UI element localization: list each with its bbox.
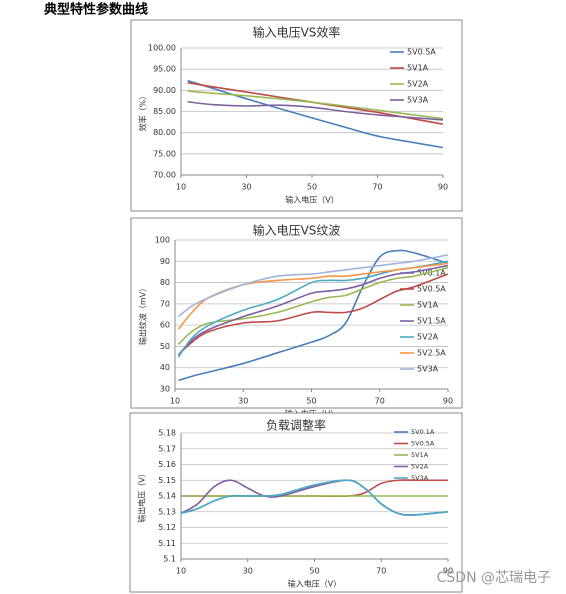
x-tick-label: 70 <box>376 567 386 576</box>
legend-label: 5V2.5A <box>417 349 446 358</box>
y-tick-label: 70 <box>160 299 170 308</box>
legend-label: 5V3A <box>407 96 429 105</box>
series-line <box>177 273 449 356</box>
y-tick-label: 90.00 <box>153 86 176 95</box>
x-tick-label: 90 <box>438 183 448 192</box>
x-tick-label: 50 <box>306 397 316 406</box>
y-tick-label: 70.00 <box>153 171 176 180</box>
legend-label: 5V1A <box>407 64 429 73</box>
legend-label: 5V0.1A <box>411 428 435 436</box>
y-tick-label: 5.1 <box>163 555 176 564</box>
legend-label: 5V3A <box>417 365 439 374</box>
legend-label: 5V1A <box>417 301 439 310</box>
y-tick-label: 90 <box>160 257 170 266</box>
legend-label: 5V0.5A <box>407 48 436 57</box>
x-tick-label: 30 <box>243 567 253 576</box>
series-line <box>187 100 444 121</box>
y-axis-label: 输出电压（V） <box>137 469 147 522</box>
legend-label: 5V2A <box>407 80 429 89</box>
legend-label: 5V2A <box>411 463 429 471</box>
y-tick-label: 40 <box>160 363 170 372</box>
y-tick-label: 100 <box>155 236 170 245</box>
y-tick-label: 5.11 <box>158 539 176 548</box>
y-tick-label: 5.18 <box>158 429 176 438</box>
y-axis-label: 输出纹波（mV） <box>138 284 148 345</box>
chart-title: 负载调整率 <box>266 418 326 433</box>
y-tick-label: 80 <box>160 278 170 287</box>
x-tick-label: 30 <box>238 397 248 406</box>
y-tick-label: 5.12 <box>158 523 176 532</box>
y-tick-label: 95.00 <box>153 65 176 74</box>
legend-label: 5V1.5A <box>417 317 446 326</box>
y-tick-label: 5.13 <box>158 507 176 516</box>
x-tick-label: 50 <box>307 183 317 192</box>
x-axis-label: 输入电压（V） <box>285 195 338 205</box>
legend-label: 5V0.5A <box>411 440 435 448</box>
legend-label: 5V0.5A <box>417 285 446 294</box>
y-tick-label: 30 <box>160 385 170 394</box>
watermark: CSDN @芯瑞电子 <box>437 570 551 586</box>
x-axis-label: 输入电压（V） <box>288 579 341 589</box>
legend-label: 5V3A <box>411 474 429 482</box>
x-tick-label: 10 <box>176 567 186 576</box>
series-line <box>180 479 449 516</box>
y-tick-label: 100.00 <box>148 44 176 53</box>
series-line <box>178 249 449 382</box>
x-tick-label: 10 <box>176 183 186 192</box>
chart-frame <box>130 19 463 212</box>
y-tick-label: 5.17 <box>158 444 176 453</box>
y-axis-label: 效率（%） <box>138 92 148 132</box>
x-tick-label: 50 <box>309 567 319 576</box>
y-tick-label: 50 <box>160 342 170 351</box>
chart-frame <box>130 217 463 409</box>
y-tick-label: 5.15 <box>158 476 176 485</box>
legend-label: 5V1A <box>411 451 429 459</box>
series-line <box>177 254 449 318</box>
series-line <box>177 264 449 356</box>
y-tick-label: 80.00 <box>153 128 176 137</box>
y-tick-label: 60 <box>160 321 170 330</box>
x-tick-label: 70 <box>372 183 382 192</box>
x-tick-label: 30 <box>241 183 251 192</box>
x-tick-label: 10 <box>170 397 180 406</box>
legend-label: 5V0.1A <box>417 269 446 278</box>
chart-title: 输入电压VS效率 <box>253 25 341 40</box>
x-tick-label: 90 <box>443 397 453 406</box>
series-line <box>187 90 444 120</box>
x-tick-label: 90 <box>443 567 453 576</box>
y-tick-label: 5.16 <box>158 460 176 469</box>
y-tick-label: 85.00 <box>153 107 176 116</box>
y-tick-label: 5.14 <box>158 492 176 501</box>
legend-label: 5V2A <box>417 333 439 342</box>
y-tick-label: 75.00 <box>153 149 176 158</box>
series-line <box>187 79 444 149</box>
x-tick-label: 70 <box>375 397 385 406</box>
chart-title: 输入电压VS纹波 <box>253 223 341 238</box>
series-line <box>177 266 449 345</box>
heading: 典型特性参数曲线 <box>44 2 148 18</box>
